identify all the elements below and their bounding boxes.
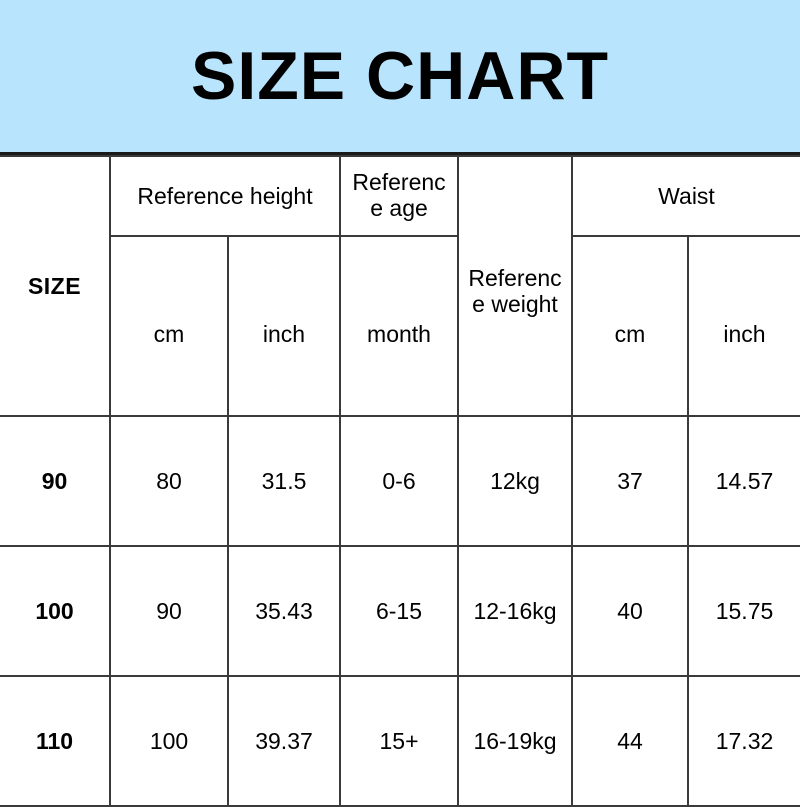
page-title: SIZE CHART [191,38,609,114]
table-row: 100 90 35.43 6-15 12-16kg 40 15.75 [0,545,800,677]
header-age-month: month [339,235,459,417]
header-reference-weight: Referenc e weight [457,155,573,417]
cell-height-cm: 80 [109,415,229,547]
header-row-units: cm inch month cm inch [0,235,800,417]
size-chart-table: SIZE Reference height Referenc e age Ref… [0,155,800,807]
cell-waist-inch: 14.57 [687,415,800,547]
cell-weight: 12-16kg [457,545,573,677]
title-banner: SIZE CHART [0,0,800,155]
cell-age-month: 0-6 [339,415,459,547]
header-waist: Waist [571,155,800,237]
cell-age-month: 6-15 [339,545,459,677]
header-height-cm-text: cm [153,320,185,347]
cell-weight: 16-19kg [457,675,573,807]
cell-waist-cm: 37 [571,415,689,547]
header-row-groups: SIZE Reference height Referenc e age Ref… [0,155,800,417]
cell-waist-inch: 15.75 [687,545,800,677]
header-reference-height: Reference height [109,155,341,237]
cell-waist-cm: 44 [571,675,689,807]
table-row: 110 100 39.37 15+ 16-19kg 44 17.32 [0,675,800,807]
cell-age-month: 15+ [339,675,459,807]
header-age-month-text: month [367,320,431,347]
header-waist-inch: inch [687,235,800,417]
header-height-inch-text: inch [262,320,306,347]
cell-height-cm: 90 [109,545,229,677]
cell-height-inch: 39.37 [227,675,341,807]
cell-height-inch: 35.43 [227,545,341,677]
cell-waist-cm: 40 [571,545,689,677]
header-height-inch: inch [227,235,341,417]
cell-size: 100 [0,545,111,677]
cell-size: 90 [0,415,111,547]
header-waist-cm-text: cm [614,320,646,347]
cell-height-cm: 100 [109,675,229,807]
header-waist-inch-text: inch [723,320,766,347]
cell-size: 110 [0,675,111,807]
cell-weight: 12kg [457,415,573,547]
cell-height-inch: 31.5 [227,415,341,547]
header-height-cm: cm [110,235,229,417]
header-reference-age: Referenc e age [339,155,459,237]
cell-waist-inch: 17.32 [687,675,800,807]
header-reference-weight-text: Referenc e weight [468,265,562,317]
table-row: 90 80 31.5 0-6 12kg 37 14.57 [0,415,800,547]
header-waist-cm: cm [571,235,689,417]
header-size-label: SIZE [0,155,111,417]
